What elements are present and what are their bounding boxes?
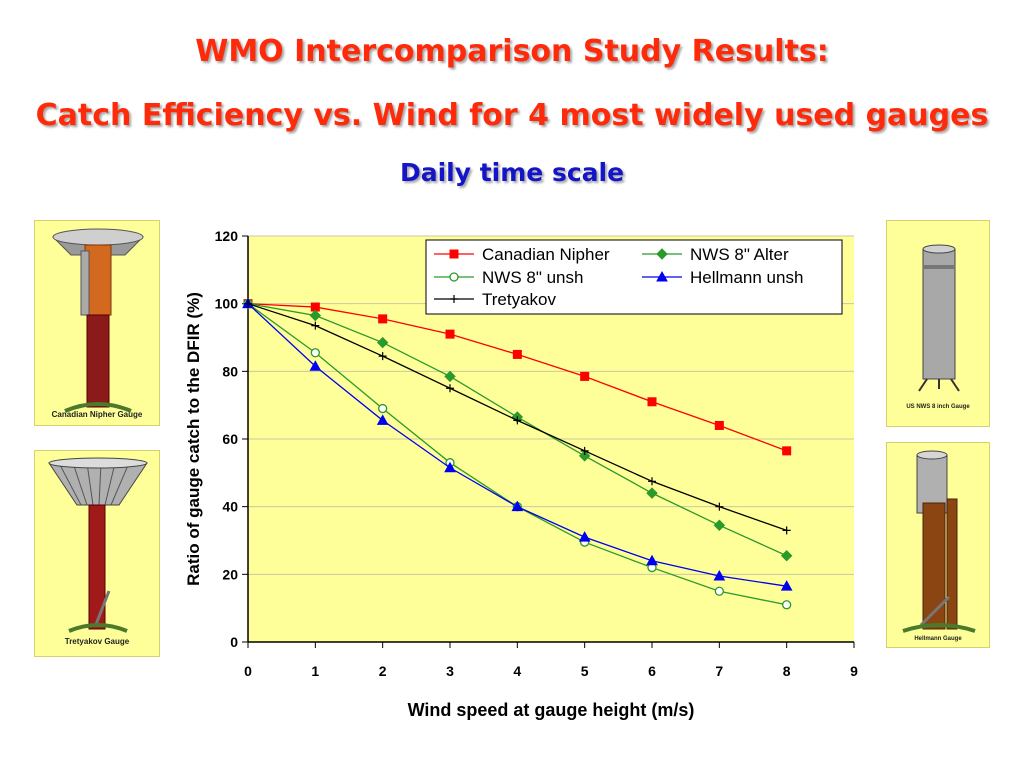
series-0-point-4 (512, 349, 522, 359)
canadian-nipher-gauge-photo: Canadian Nipher Gauge (34, 220, 160, 426)
series-3-point-1 (309, 360, 322, 371)
x-tick-label-9: 9 (850, 663, 858, 679)
series-3-point-3 (444, 461, 456, 473)
canadian-nipher-caption: Canadian Nipher Gauge (51, 410, 143, 419)
x-tick-label-6: 6 (648, 663, 656, 679)
series-2-point-1 (310, 348, 320, 358)
legend-label-3: Hellmann unsh (690, 268, 803, 287)
y-tick-label-120: 120 (215, 228, 239, 244)
y-tick-label-80: 80 (222, 363, 238, 379)
series-4-point-8 (782, 526, 791, 535)
tretyakov-caption: Tretyakov Gauge (64, 637, 130, 646)
canadian-nipher-gauge-illustration (52, 228, 144, 413)
legend-marker-3 (656, 270, 668, 282)
series-1-point-5 (578, 450, 591, 462)
hellmann-gauge-illustration (902, 450, 976, 633)
series-4-point-5 (580, 446, 589, 455)
tretyakov-gauge-illustration (48, 457, 148, 633)
x-tick-label-0: 0 (244, 663, 252, 679)
x-tick-label-4: 4 (513, 663, 521, 679)
x-tick-label-8: 8 (783, 663, 791, 679)
series-1-point-3 (444, 370, 456, 383)
y-axis-label: Ratio of gauge catch to the DFIR (%) (184, 292, 203, 586)
x-tick-label-1: 1 (311, 663, 319, 679)
series-0-point-8 (782, 446, 792, 456)
series-4-point-6 (648, 477, 656, 486)
hellmann-caption: Hellmann Gauge (914, 636, 962, 642)
legend-marker-0 (449, 249, 459, 259)
series-0-point-7 (714, 420, 724, 430)
hellmann-gauge-photo: Hellmann Gauge (886, 442, 990, 648)
series-4-point-3 (446, 384, 454, 393)
series-4-point-0 (244, 299, 252, 308)
x-axis-label: Wind speed at gauge height (m/s) (408, 700, 695, 720)
series-0-point-2 (378, 314, 388, 324)
series-3-point-2 (376, 414, 389, 425)
series-0-point-5 (580, 371, 590, 381)
us-nws-gauge-illustration (918, 244, 960, 392)
y-tick-label-20: 20 (222, 566, 238, 582)
series-4-point-1 (311, 321, 320, 330)
y-tick-label-0: 0 (230, 634, 238, 650)
page-subtitle: Daily time scale (399, 158, 625, 187)
series-4-point-7 (715, 502, 724, 511)
y-tick-label-100: 100 (215, 296, 239, 312)
legend-label-4: Tretyakov (482, 290, 557, 309)
series-3-point-8 (780, 580, 793, 591)
series-3-point-4 (511, 500, 524, 512)
tretyakov-gauge-photo: Tretyakov Gauge (34, 450, 160, 657)
legend-label-2: NWS 8" unsh (482, 268, 583, 287)
series-4-point-4 (513, 416, 522, 425)
x-tick-label-7: 7 (715, 663, 723, 679)
series-3-point-6 (646, 554, 658, 566)
series-1-point-2 (376, 336, 389, 349)
series-1-point-7 (713, 519, 726, 531)
us-nws-8-inch-gauge-photo: US NWS 8 inch Gauge (886, 220, 990, 427)
series-2-point-2 (378, 403, 388, 414)
x-tick-label-5: 5 (581, 663, 589, 679)
series-1-point-1 (309, 309, 322, 322)
legend-marker-2 (449, 272, 459, 282)
page-title-line-2: Catch Efficiency vs. Wind for 4 most wid… (35, 98, 989, 133)
legend-label-0: Canadian Nipher (482, 245, 610, 264)
series-0-point-3 (445, 329, 455, 339)
y-tick-label-60: 60 (222, 431, 238, 447)
series-2-point-8 (782, 600, 792, 610)
x-tick-label-2: 2 (379, 663, 387, 679)
series-2-point-7 (714, 586, 724, 596)
series-3-point-7 (713, 569, 726, 581)
series-4-point-2 (378, 352, 387, 361)
legend-marker-4 (450, 295, 458, 303)
series-0-point-6 (647, 397, 657, 407)
legend-box (425, 239, 843, 315)
series-1-point-6 (646, 487, 658, 499)
x-tick-label-3: 3 (446, 663, 454, 679)
us-nws-caption: US NWS 8 inch Gauge (906, 404, 970, 410)
series-3-point-5 (578, 531, 591, 542)
legend-label-1: NWS 8" Alter (690, 245, 789, 264)
page-title: WMO Intercomparison Study Results: (195, 34, 829, 69)
y-tick-label-40: 40 (222, 499, 238, 515)
legend-marker-1 (656, 248, 668, 260)
series-1-point-8 (780, 550, 793, 562)
